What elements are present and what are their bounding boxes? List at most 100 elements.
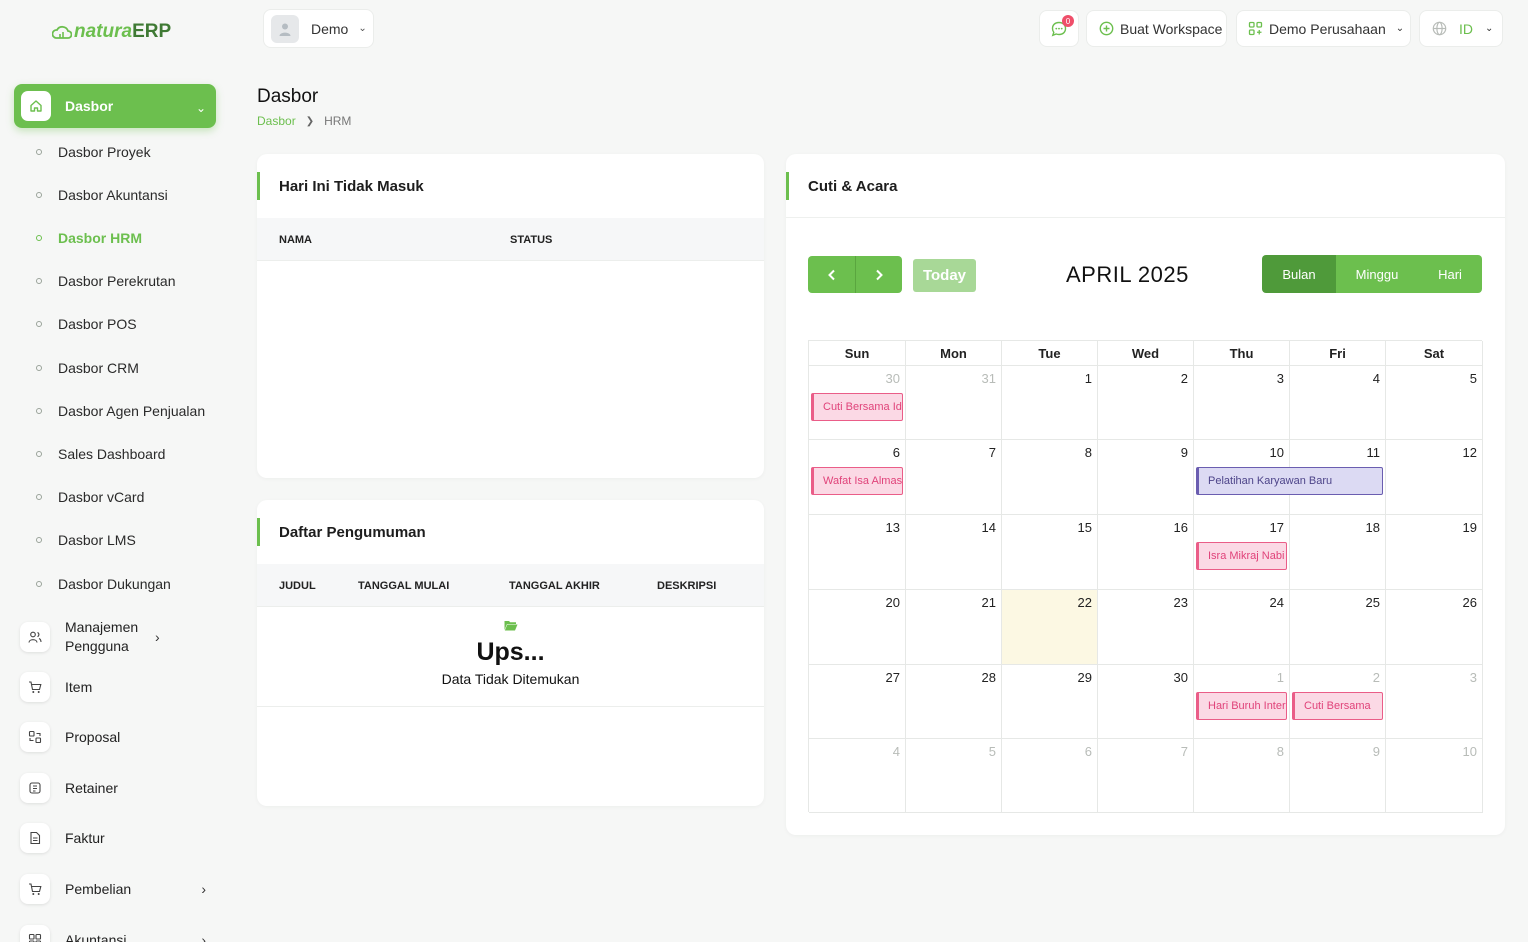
calendar-day-cell[interactable]: 19: [1386, 515, 1483, 590]
calendar-day-number: 27: [885, 670, 900, 685]
users-icon: [20, 622, 50, 652]
calendar-day-cell[interactable]: 24: [1194, 590, 1290, 665]
calendar-day-cell[interactable]: 12: [1386, 440, 1483, 515]
language-switcher[interactable]: ID ⌄: [1419, 10, 1503, 47]
weekday-header: Mon: [906, 341, 1002, 366]
calendar-next-button[interactable]: [855, 256, 902, 293]
calendar-day-cell[interactable]: 20: [809, 590, 906, 665]
calendar-day-cell[interactable]: 10: [1386, 739, 1483, 813]
calendar-event[interactable]: Hari Buruh Internasional: [1196, 692, 1287, 720]
calendar-day-number: 3: [1469, 670, 1477, 685]
brand-logo[interactable]: natura ERP: [52, 21, 171, 43]
calendar-day-cell[interactable]: 3: [1194, 366, 1290, 440]
calendar-day-number: 19: [1462, 520, 1477, 535]
calendar-day-cell[interactable]: 2: [1098, 366, 1194, 440]
calendar-day-cell[interactable]: 31: [906, 366, 1002, 440]
bullet-icon: [36, 278, 42, 284]
calendar-day-cell[interactable]: 5: [906, 739, 1002, 813]
calendar-day-number: 21: [981, 595, 996, 610]
calendar-day-cell[interactable]: 8: [1002, 440, 1098, 515]
column-header-nama: NAMA: [279, 234, 312, 246]
calendar-day-cell[interactable]: 29: [1002, 665, 1098, 739]
cart-icon: [20, 672, 50, 702]
sidebar-subitem[interactable]: Dasbor Dukungan: [36, 576, 171, 592]
sidebar: natura ERP Dasbor ⌄ Dasbor Proyek Dasbor A…: [0, 0, 232, 942]
create-workspace-button[interactable]: Buat Workspace: [1086, 10, 1227, 47]
view-day-button[interactable]: Hari: [1418, 255, 1482, 293]
sidebar-subitem[interactable]: Dasbor Perekrutan: [36, 273, 176, 289]
calendar-day-cell[interactable]: 4: [809, 739, 906, 813]
sidebar-item-faktur[interactable]: Faktur: [20, 823, 216, 853]
calendar-day-cell[interactable]: 22: [1002, 590, 1098, 665]
calendar-event[interactable]: Cuti Bersama: [1292, 692, 1383, 720]
calendar-prev-button[interactable]: [808, 256, 855, 293]
calendar-day-cell[interactable]: 6: [809, 440, 906, 515]
sidebar-item-pembelian[interactable]: Pembelian ›: [20, 874, 216, 904]
view-month-button[interactable]: Bulan: [1262, 255, 1336, 293]
calendar-day-cell[interactable]: 8: [1194, 739, 1290, 813]
calendar-day-cell[interactable]: 3: [1386, 665, 1483, 739]
sidebar-subitem[interactable]: Dasbor Agen Penjualan: [36, 403, 205, 419]
brand-part2: ERP: [132, 21, 172, 42]
calendar-day-cell[interactable]: 14: [906, 515, 1002, 590]
sidebar-subitem[interactable]: Dasbor HRM: [36, 230, 142, 246]
view-week-button[interactable]: Minggu: [1336, 255, 1418, 293]
breadcrumb-item-dasbor[interactable]: Dasbor: [257, 114, 296, 128]
calendar-day-cell[interactable]: 7: [906, 440, 1002, 515]
column-header-tanggal-akhir: TANGGAL AKHIR: [509, 580, 600, 592]
sidebar-subitem[interactable]: Dasbor CRM: [36, 360, 139, 376]
calendar-day-cell[interactable]: 11: [1290, 440, 1386, 515]
sidebar-item-manajemen-pengguna[interactable]: Manajemen Pengguna ›: [20, 618, 216, 656]
sidebar-item-item[interactable]: Item: [20, 672, 216, 702]
calendar-day-cell[interactable]: 28: [906, 665, 1002, 739]
calendar-day-cell[interactable]: 2: [1290, 665, 1386, 739]
calendar-event[interactable]: Isra Mikraj Nabi: [1196, 542, 1287, 570]
sidebar-item-proposal[interactable]: Proposal: [20, 722, 216, 752]
calendar-day-cell[interactable]: 18: [1290, 515, 1386, 590]
sidebar-subitem[interactable]: Dasbor Proyek: [36, 144, 151, 160]
sidebar-subitem[interactable]: Sales Dashboard: [36, 446, 165, 462]
calendar-day-number: 14: [981, 520, 996, 535]
messages-button[interactable]: 0: [1039, 10, 1079, 47]
chevron-right-icon: ›: [155, 629, 160, 645]
bullet-icon: [36, 149, 42, 155]
sidebar-item-akuntansi[interactable]: Akuntansi ›: [20, 925, 216, 942]
sidebar-item-retainer[interactable]: Retainer: [20, 773, 216, 803]
calendar-day-cell[interactable]: 15: [1002, 515, 1098, 590]
calendar-day-cell[interactable]: 27: [809, 665, 906, 739]
calendar-day-cell[interactable]: 1: [1002, 366, 1098, 440]
sidebar-subitem[interactable]: Dasbor LMS: [36, 532, 136, 548]
weekday-header: Sun: [809, 341, 906, 366]
chat-icon: [1051, 21, 1067, 36]
sidebar-subitem[interactable]: Dasbor POS: [36, 316, 137, 332]
calendar-day-number: 2: [1180, 371, 1188, 386]
user-menu[interactable]: Demo ⌄: [263, 9, 374, 48]
calendar-day-cell[interactable]: 5: [1386, 366, 1483, 440]
calendar-day-cell[interactable]: 9: [1098, 440, 1194, 515]
calendar-day-cell[interactable]: 13: [809, 515, 906, 590]
calendar-event[interactable]: Cuti Bersama Idul Fitri: [811, 393, 903, 421]
calendar-day-cell[interactable]: 30: [1098, 665, 1194, 739]
calendar-day-cell[interactable]: 7: [1098, 739, 1194, 813]
weekday-header: Thu: [1194, 341, 1290, 366]
calendar-day-number: 18: [1365, 520, 1380, 535]
sidebar-subitem[interactable]: Dasbor vCard: [36, 489, 144, 505]
calendar-day-cell[interactable]: 30: [809, 366, 906, 440]
company-switcher[interactable]: Demo Perusahaan ⌄: [1236, 10, 1411, 47]
calendar-day-cell[interactable]: 21: [906, 590, 1002, 665]
calendar-day-cell[interactable]: 4: [1290, 366, 1386, 440]
calendar-day-cell[interactable]: 17: [1194, 515, 1290, 590]
sidebar-subitem-label: Dasbor HRM: [58, 230, 143, 246]
calendar-day-cell[interactable]: 26: [1386, 590, 1483, 665]
calendar-day-cell[interactable]: 23: [1098, 590, 1194, 665]
calendar-day-cell[interactable]: 9: [1290, 739, 1386, 813]
sidebar-item-dasbor[interactable]: Dasbor ⌄: [14, 84, 216, 128]
calendar-day-cell[interactable]: 1: [1194, 665, 1290, 739]
calendar-day-cell[interactable]: 16: [1098, 515, 1194, 590]
calendar-event[interactable]: Wafat Isa Almasih: [811, 467, 903, 495]
calendar-today-button[interactable]: Today: [913, 259, 976, 292]
calendar-event[interactable]: Pelatihan Karyawan Baru: [1196, 467, 1383, 495]
calendar-day-cell[interactable]: 6: [1002, 739, 1098, 813]
sidebar-subitem[interactable]: Dasbor Akuntansi: [36, 187, 168, 203]
calendar-day-cell[interactable]: 25: [1290, 590, 1386, 665]
